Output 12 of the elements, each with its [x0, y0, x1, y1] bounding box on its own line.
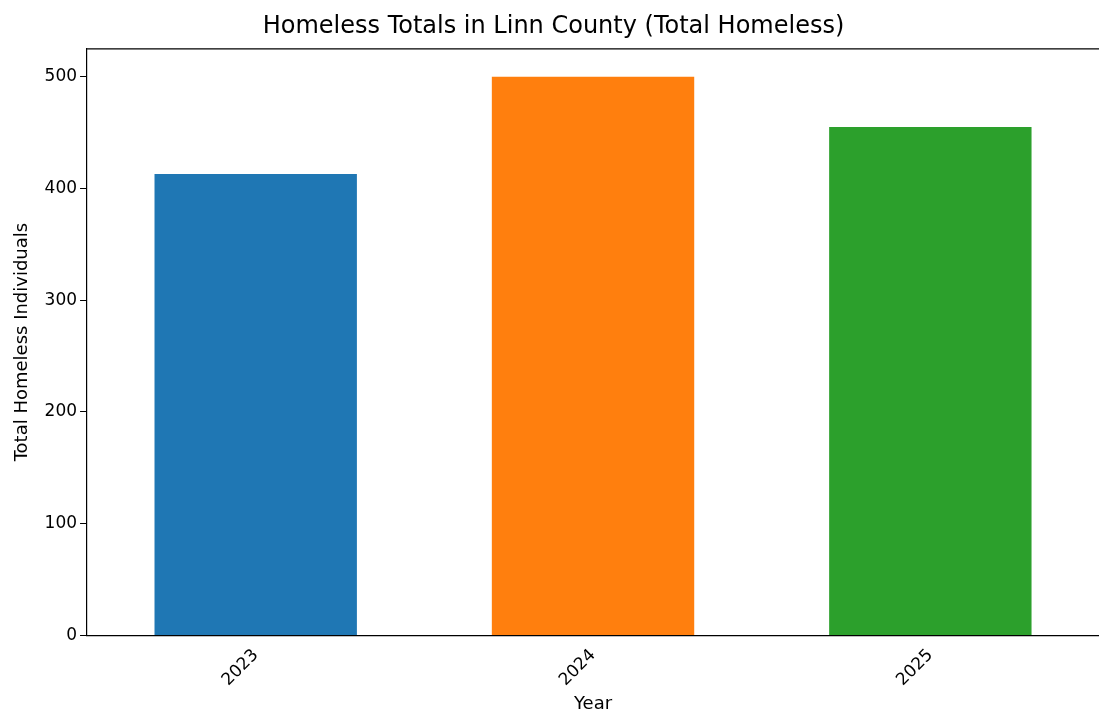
- y-tick-label: 100: [44, 512, 78, 533]
- bar: [491, 76, 695, 635]
- y-axis-title: Total Homeless Individuals: [10, 222, 32, 463]
- y-tick-label: 0: [66, 623, 78, 644]
- y-tick-label: 300: [44, 288, 78, 309]
- x-axis-title: Year: [572, 691, 613, 713]
- y-tick-label: 500: [44, 65, 78, 86]
- bar: [829, 127, 1032, 635]
- chart-title: Homeless Totals in Linn County (Total Homeless): [262, 10, 845, 39]
- y-tick-label: 400: [44, 176, 78, 197]
- bar: [154, 173, 357, 635]
- y-tick-label: 200: [44, 400, 78, 421]
